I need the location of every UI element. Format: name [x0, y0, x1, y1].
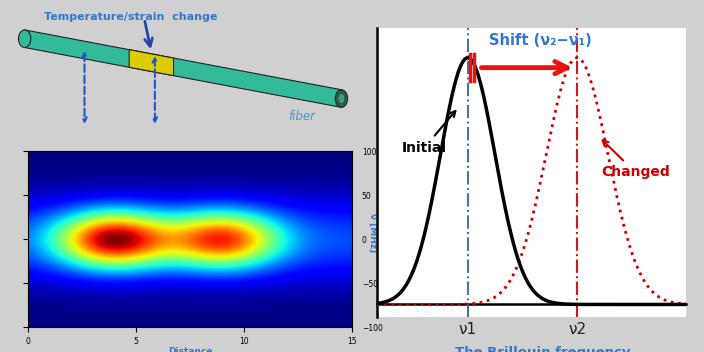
Text: Frequency
ν [MHz]: Frequency ν [MHz]: [368, 213, 388, 266]
Text: Shift (ν₂−ν₁): Shift (ν₂−ν₁): [489, 33, 592, 48]
Text: fiber: fiber: [289, 110, 315, 123]
Text: ν2: ν2: [568, 322, 586, 337]
Text: Changed: Changed: [601, 140, 670, 179]
Ellipse shape: [338, 93, 345, 104]
Text: The Brillouin frequency: The Brillouin frequency: [455, 346, 630, 352]
Polygon shape: [25, 30, 341, 107]
X-axis label: Distance
z [m]: Distance z [m]: [168, 347, 213, 352]
Ellipse shape: [18, 30, 31, 48]
Text: ν1: ν1: [459, 322, 477, 337]
Polygon shape: [130, 50, 173, 76]
Text: Temperature/strain  change: Temperature/strain change: [44, 12, 217, 23]
Ellipse shape: [335, 90, 348, 107]
Text: Initial: Initial: [402, 111, 455, 155]
